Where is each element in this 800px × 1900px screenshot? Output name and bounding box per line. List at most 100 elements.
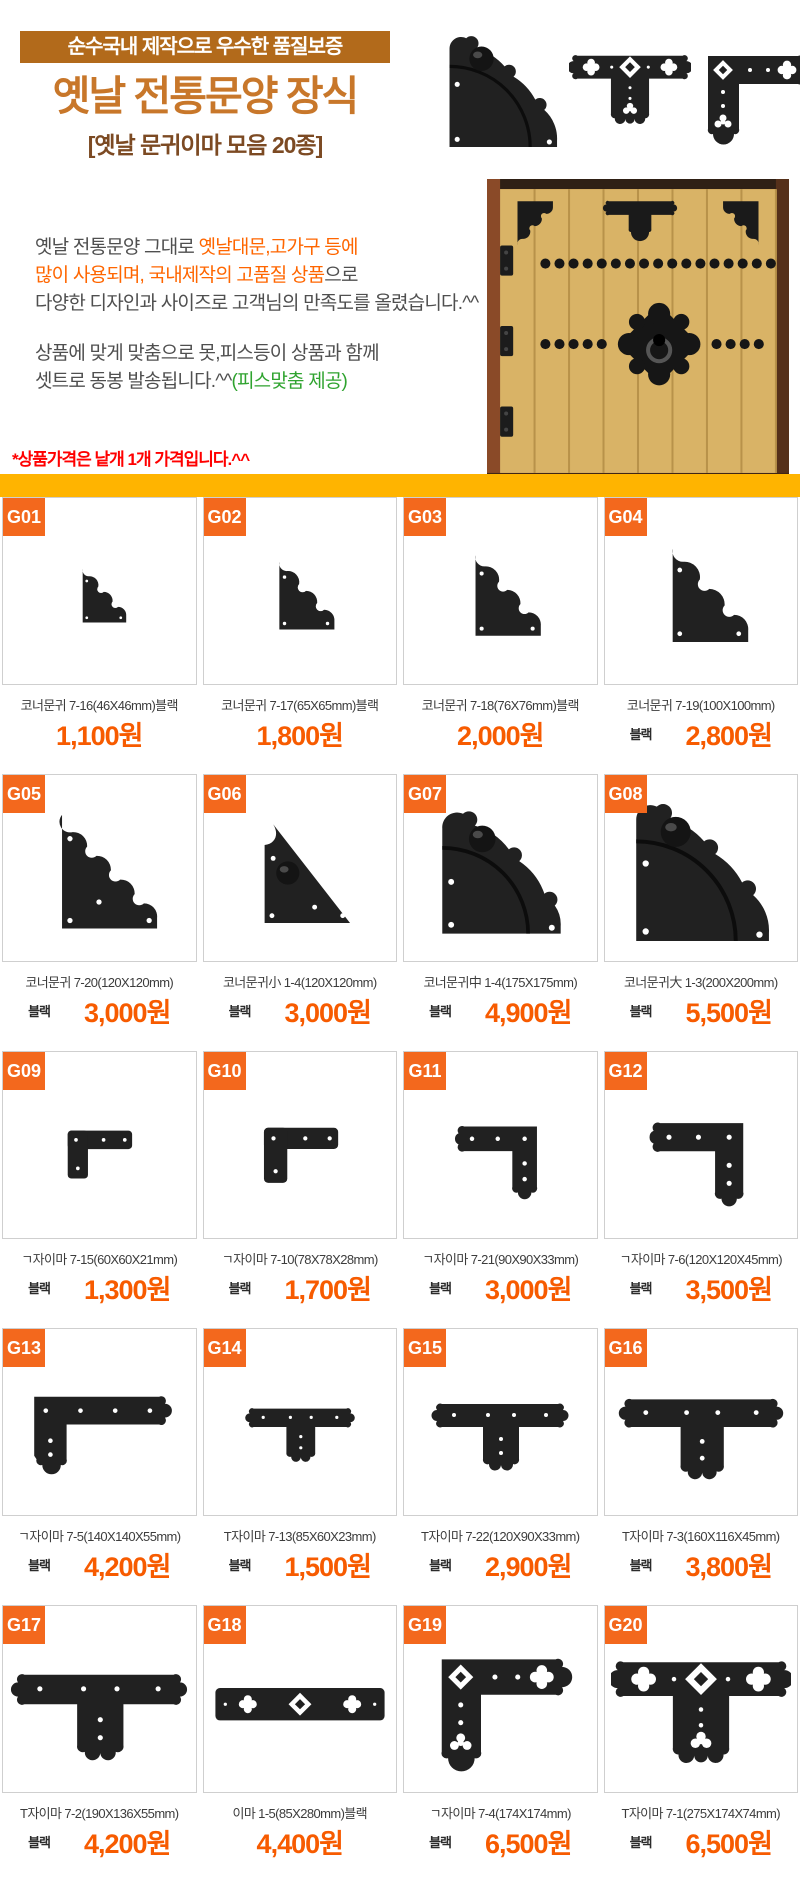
product-price: 6,500원 [485, 1829, 572, 1859]
product-image-box[interactable]: G08 [603, 774, 798, 962]
product-price-line: 블랙 4,200원 [2, 1822, 197, 1861]
header-product-photos [438, 28, 800, 158]
product-photo [9, 1640, 189, 1769]
product-image-box[interactable]: G15 [403, 1328, 598, 1516]
product-color-label: 블랙 [228, 1004, 252, 1019]
product-code-badge: G19 [404, 1606, 446, 1644]
product-photo [210, 1679, 390, 1729]
product-price: 1,300원 [84, 1275, 171, 1305]
product-card[interactable]: G08 코너문귀大 1-3(200X200mm) 블랙 5,500원 [603, 774, 798, 1051]
product-photo [53, 1104, 145, 1196]
product-image-box[interactable]: G19 [403, 1605, 598, 1793]
desc-text: 셋트로 동봉 발송됩니다.^^ [35, 371, 232, 392]
product-photo [449, 545, 551, 647]
product-photo [617, 1367, 785, 1487]
product-code-badge: G02 [203, 498, 246, 536]
product-name: 코너문귀 7-18(76X76mm)블랙 [421, 698, 580, 713]
product-image-box[interactable]: G16 [603, 1328, 798, 1516]
desc-text: 상품에 맞게 맞춤으로 못,피스등이 상품과 함께 [35, 343, 380, 364]
product-image-box[interactable]: G10 [202, 1051, 397, 1239]
product-image-box[interactable]: G01 [2, 497, 197, 685]
product-image-box[interactable]: G05 [2, 774, 197, 962]
product-price-line: 블랙 1,300원 [2, 1268, 197, 1307]
product-card[interactable]: G20 T자이마 7-1(275X174X74mm) 블랙 6,500원 [603, 1605, 799, 1882]
product-card[interactable]: G11 ㄱ자이마 7-21(90X90X33mm) 블랙 3,000원 [403, 1051, 598, 1328]
product-price: 3,000원 [485, 1275, 572, 1305]
product-price: 2,800원 [685, 721, 773, 751]
product-card[interactable]: G04 코너문귀 7-19(100X100mm) 블랙 2,800원 [603, 497, 798, 774]
product-card[interactable]: G03 코너문귀 7-18(76X76mm)블랙 2,000원 [403, 497, 598, 774]
product-card[interactable]: G18 이마 1-5(85X280mm)블랙 4,400원 [202, 1605, 397, 1882]
product-code-badge: G03 [404, 498, 446, 536]
product-card[interactable]: G05 코너문귀 7-20(120X120mm) 블랙 3,000원 [2, 774, 197, 1051]
product-image-box[interactable]: G18 [202, 1605, 397, 1793]
product-card[interactable]: G14 T자이마 7-13(85X60X23mm) 블랙 1,500원 [202, 1328, 398, 1605]
product-photo [622, 794, 780, 952]
product-price: 1,700원 [284, 1275, 372, 1305]
product-color-label: 블랙 [228, 1281, 252, 1296]
product-card[interactable]: G07 코너문귀中 1-4(175X175mm) 블랙 4,900원 [403, 774, 598, 1051]
product-color-label: 블랙 [429, 1558, 452, 1573]
product-image-box[interactable]: G07 [403, 774, 598, 962]
product-image-box[interactable]: G12 [603, 1051, 798, 1239]
quality-badge: 순수국내 제작으로 우수한 품질보증 [20, 31, 390, 63]
product-price: 3,000원 [84, 998, 171, 1028]
product-card[interactable]: G16 T자이마 7-3(160X116X45mm) 블랙 3,800원 [603, 1328, 799, 1605]
product-card[interactable]: G09 ㄱ자이마 7-15(60X60X21mm) 블랙 1,300원 [2, 1051, 197, 1328]
desc-text: 다양한 디자인과 사이즈로 고객님의 만족도를 올렸습니다.^^ [35, 293, 479, 314]
product-name: 코너문귀 7-16(46X46mm)블랙 [20, 698, 179, 713]
product-card[interactable]: G17 T자이마 7-2(190X136X55mm) 블랙 4,200원 [2, 1605, 197, 1882]
product-code-badge: G17 [3, 1606, 45, 1644]
product-card[interactable]: G13 ㄱ자이마 7-5(140X140X55mm) 블랙 4,200원 [2, 1328, 197, 1605]
product-card[interactable]: G02 코너문귀 7-17(65X65mm)블랙 1,800원 [202, 497, 397, 774]
product-color-label: 블랙 [429, 1281, 452, 1296]
product-price-line: 2,000원 [403, 714, 598, 753]
orange-divider [0, 474, 800, 497]
product-photo [18, 1369, 180, 1485]
product-color-label: 블랙 [429, 1835, 452, 1850]
product-price-line: 블랙 6,500원 [604, 1822, 799, 1861]
product-image-box[interactable]: G06 [202, 774, 397, 962]
product-image-box[interactable]: G11 [403, 1051, 598, 1239]
product-price-line: 블랙 3,800원 [604, 1545, 799, 1584]
product-card[interactable]: G19 ㄱ자이마 7-4(174X174mm) 블랙 6,500원 [403, 1605, 598, 1882]
product-image-box[interactable]: G17 [2, 1605, 197, 1793]
price-notice: *상품가격은 낱개 1개 가격입니다.^^ [12, 450, 250, 469]
product-photo [610, 1642, 791, 1766]
product-name: T자이마 7-22(120X90X33mm) [420, 1529, 580, 1544]
product-photo [642, 537, 760, 655]
product-image-box[interactable]: G14 [202, 1328, 397, 1516]
product-price: 4,400원 [256, 1829, 344, 1859]
product-image-box[interactable]: G04 [603, 497, 798, 685]
corner-ornament-photo-2 [694, 36, 800, 151]
product-name: ㄱ자이마 7-21(90X90X33mm) [422, 1252, 579, 1267]
product-name: 코너문귀大 1-3(200X200mm) [623, 975, 778, 990]
product-image-box[interactable]: G13 [2, 1328, 197, 1516]
product-card[interactable]: G01 코너문귀 7-16(46X46mm)블랙 1,100원 [2, 497, 197, 774]
product-image-box[interactable]: G20 [603, 1605, 798, 1793]
product-image-box[interactable]: G02 [202, 497, 397, 685]
product-photo [426, 799, 574, 947]
product-price-line: 블랙 1,500원 [203, 1545, 398, 1584]
product-color-label: 블랙 [28, 1281, 51, 1296]
product-image-box[interactable]: G09 [2, 1051, 197, 1239]
product-color-label: 블랙 [28, 1835, 51, 1850]
product-photo [430, 1377, 570, 1477]
product-name: 이마 1-5(85X280mm)블랙 [232, 1806, 368, 1821]
product-name: ㄱ자이마 7-5(140X140X55mm) [17, 1529, 181, 1544]
product-description: 옛날 전통문양 그대로 옛날대문,고가구 등에 많이 사용되며, 국내제작의 고… [35, 234, 479, 396]
product-color-label: 블랙 [629, 1835, 653, 1850]
product-card[interactable]: G06 코너문귀小 1-4(120X120mm) 블랙 3,000원 [202, 774, 397, 1051]
product-price-line: 블랙 4,200원 [2, 1545, 197, 1584]
page-subtitle: [옛날 문귀이마 모음 20종] [87, 132, 324, 158]
product-photo [424, 1634, 576, 1773]
product-card[interactable]: G15 T자이마 7-22(120X90X33mm) 블랙 2,900원 [403, 1328, 598, 1605]
product-price: 1,800원 [256, 721, 344, 751]
product-color-label: 블랙 [629, 1558, 653, 1573]
product-image-box[interactable]: G03 [403, 497, 598, 685]
product-card[interactable]: G10 ㄱ자이마 7-10(78X78X28mm) 블랙 1,700원 [202, 1051, 397, 1328]
product-name: 코너문귀小 1-4(120X120mm) [222, 975, 377, 990]
product-card[interactable]: G12 ㄱ자이마 7-6(120X120X45mm) 블랙 3,500원 [603, 1051, 798, 1328]
product-name: ㄱ자이마 7-4(174X174mm) [429, 1806, 572, 1821]
